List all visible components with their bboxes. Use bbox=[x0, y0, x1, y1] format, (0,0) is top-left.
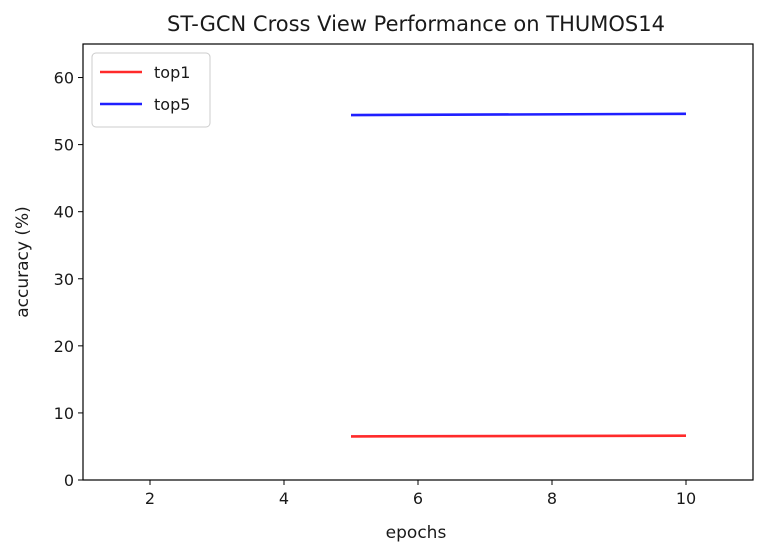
legend-label: top5 bbox=[154, 95, 190, 114]
chart-title: ST-GCN Cross View Performance on THUMOS1… bbox=[167, 12, 665, 36]
x-tick-label: 8 bbox=[547, 489, 557, 508]
y-tick-label: 30 bbox=[54, 270, 74, 289]
y-tick-label: 40 bbox=[54, 203, 74, 222]
series-line-top1 bbox=[350, 434, 687, 438]
y-tick-label: 10 bbox=[54, 404, 74, 423]
x-tick-label: 10 bbox=[676, 489, 696, 508]
y-axis: 0 10 20 30 40 50 60 bbox=[54, 69, 83, 490]
y-tick-label: 50 bbox=[54, 136, 74, 155]
legend-box bbox=[91, 52, 211, 128]
y-tick-label: 0 bbox=[64, 471, 74, 490]
series-layer bbox=[350, 112, 687, 438]
x-axis-label: epochs bbox=[386, 523, 447, 543]
series-line-top5 bbox=[350, 112, 687, 117]
y-axis-label: accuracy (%) bbox=[13, 206, 33, 318]
x-tick-label: 6 bbox=[413, 489, 423, 508]
x-tick-label: 2 bbox=[145, 489, 155, 508]
legend: top1 top5 bbox=[91, 52, 211, 128]
x-tick-label: 4 bbox=[279, 489, 289, 508]
y-tick-label: 60 bbox=[54, 69, 74, 88]
y-tick-label: 20 bbox=[54, 337, 74, 356]
legend-label: top1 bbox=[154, 63, 190, 82]
x-axis: 2 4 6 8 10 bbox=[145, 480, 696, 508]
